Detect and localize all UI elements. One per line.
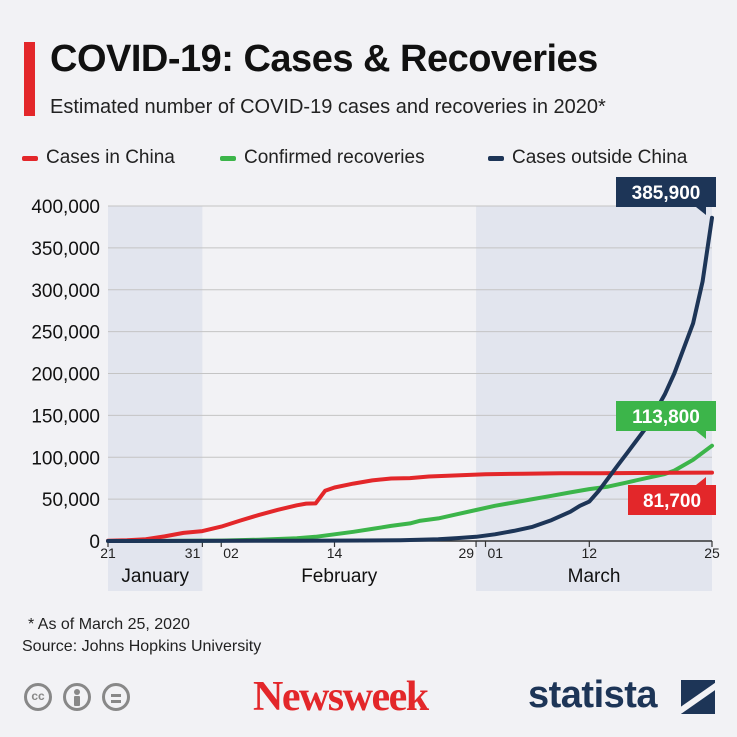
callout-cases-outside: 385,900 [616, 177, 716, 215]
y-tick-label: 200,000 [31, 365, 100, 386]
series-line-1 [106, 443, 714, 543]
legend-swatch-cases-china [22, 155, 38, 161]
callout-recoveries-label: 113,800 [632, 407, 700, 428]
chart-title: COVID-19: Cases & Recoveries [50, 38, 598, 80]
legend-item-cases-outside: Cases outside China [488, 147, 687, 169]
callout-cases-china: 81,700 [628, 477, 716, 515]
month-label-march: March [568, 566, 621, 587]
y-tick-label: 0 [89, 532, 100, 553]
callout-recoveries: 113,800 [616, 401, 716, 439]
x-tick-label: 01 [488, 545, 504, 561]
x-tick-label: 21 [100, 545, 116, 561]
callout-recoveries-box [616, 401, 716, 431]
legend-label-recoveries: Confirmed recoveries [244, 147, 425, 168]
license-icons: cc [24, 683, 130, 711]
legend: Cases in China Confirmed recoveries Case… [22, 147, 722, 171]
source-note: Source: Johns Hopkins University [22, 638, 262, 655]
by-icon [63, 683, 91, 711]
y-tick-label: 250,000 [31, 323, 100, 344]
x-tick-label: 29 [458, 545, 474, 561]
y-tick-label: 150,000 [31, 406, 100, 427]
legend-item-recoveries: Confirmed recoveries [220, 147, 425, 169]
month-band-january [108, 206, 203, 591]
callout-cases-china-box [628, 485, 716, 515]
newsweek-logo: Newsweek [253, 674, 429, 720]
x-tick-label: 14 [327, 545, 343, 561]
legend-label-cases-outside: Cases outside China [512, 147, 688, 168]
x-tick-label: 25 [704, 545, 720, 561]
series-line-2 [106, 215, 714, 543]
y-tick-label: 400,000 [31, 197, 100, 218]
legend-item-cases-china: Cases in China [22, 147, 175, 169]
x-tick-label: 31 [185, 545, 201, 561]
callout-cases-china-pointer [696, 477, 706, 485]
month-label-february: February [301, 566, 378, 587]
callout-cases-china-label: 81,700 [643, 491, 701, 512]
cc-icon: cc [24, 683, 52, 711]
line-chart: 0 50,000 100,000 150,000 200,000 250,000 300,0… [31, 177, 720, 591]
callout-cases-outside-label: 385,900 [632, 183, 701, 204]
month-band-march [476, 206, 712, 591]
y-tick-label: 100,000 [31, 448, 100, 469]
nd-icon [102, 683, 130, 711]
footnote: * As of March 25, 2020 [28, 616, 190, 633]
y-tick-label: 300,000 [31, 281, 100, 302]
title-accent-bar [24, 42, 35, 116]
legend-label-cases-china: Cases in China [46, 147, 175, 168]
y-tick-label: 50,000 [42, 490, 100, 511]
x-tick-label: 12 [582, 545, 598, 561]
y-tick-label: 350,000 [31, 239, 100, 260]
callout-recoveries-pointer [696, 431, 706, 439]
legend-swatch-cases-outside [488, 155, 504, 161]
month-label-january: January [121, 566, 189, 587]
callout-cases-outside-pointer [696, 207, 706, 215]
series-line-0 [106, 470, 714, 543]
x-tick-label: 02 [223, 545, 239, 561]
chart-subtitle: Estimated number of COVID-19 cases and r… [50, 96, 606, 118]
statista-logo: statista [528, 674, 658, 716]
legend-swatch-recoveries [220, 155, 236, 161]
statista-logo-icon [681, 680, 715, 714]
callout-cases-outside-box [616, 177, 716, 207]
